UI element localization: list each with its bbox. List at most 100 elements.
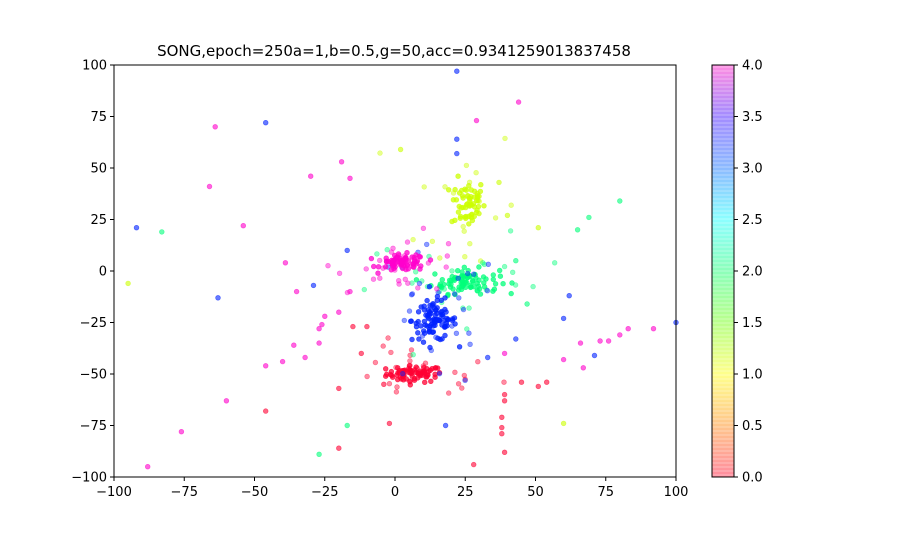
scatter-point: [481, 261, 488, 268]
scatter-point: [480, 260, 486, 266]
scatter-point: [361, 286, 367, 293]
scatter-point: [377, 150, 383, 156]
scatter-point: [560, 356, 567, 363]
scatter-point: [427, 302, 433, 309]
scatter-point: [471, 188, 478, 195]
scatter-point: [454, 68, 460, 74]
scatter-point: [364, 323, 370, 330]
scatter-point: [426, 284, 433, 290]
x-tick-label: −25: [311, 485, 338, 500]
scatter-point: [490, 272, 496, 278]
scatter-point: [426, 324, 432, 330]
scatter-point: [416, 336, 422, 342]
scatter-point: [456, 203, 462, 210]
scatter-point: [363, 266, 369, 272]
scatter-point: [457, 215, 463, 221]
scatter-point: [364, 373, 370, 380]
scatter-point: [350, 323, 356, 330]
scatter-point: [574, 227, 581, 233]
scatter-point: [463, 272, 470, 279]
scatter-point: [371, 263, 377, 270]
scatter-point: [625, 326, 631, 332]
scatter-point: [215, 295, 221, 301]
scatter-point: [524, 301, 530, 307]
scatter-point: [617, 198, 623, 204]
scatter-point: [159, 229, 165, 235]
scatter-point: [316, 451, 322, 457]
scatter-point: [454, 150, 460, 157]
scatter-point: [405, 266, 411, 272]
scatter-point: [388, 249, 395, 255]
scatter-point: [473, 117, 480, 124]
scatter-points: [125, 68, 679, 470]
scatter-point: [449, 323, 455, 329]
scatter-point: [605, 338, 612, 344]
scatter-point: [473, 170, 479, 176]
scatter-point: [388, 349, 394, 356]
scatter-point: [145, 464, 151, 470]
scatter-point: [459, 187, 465, 194]
x-axis: −100 −75 −50 −25 0 25 50 75 100: [96, 477, 688, 500]
plot-background: [114, 65, 676, 477]
scatter-point: [452, 186, 458, 193]
scatter-point: [420, 363, 427, 369]
scatter-point: [439, 277, 445, 283]
scatter-point: [377, 257, 383, 264]
scatter-point: [410, 352, 416, 358]
y-tick-label: 75: [90, 110, 107, 125]
scatter-point: [393, 364, 399, 371]
scatter-point: [467, 284, 474, 291]
scatter-point: [452, 321, 458, 327]
scatter-point: [476, 286, 483, 292]
scatter-point: [470, 278, 476, 284]
scatter-point: [409, 291, 416, 297]
scatter-point: [396, 278, 402, 284]
scatter-point: [481, 280, 487, 286]
scatter-point: [401, 368, 407, 374]
y-tick-label: −75: [80, 419, 107, 434]
scatter-point: [411, 377, 418, 383]
scatter-point: [466, 221, 472, 227]
scatter-point: [455, 275, 461, 281]
scatter-point: [409, 280, 415, 286]
scatter-point: [451, 277, 458, 283]
scatter-point: [383, 255, 389, 261]
scatter-point: [400, 371, 406, 377]
scatter-point: [368, 255, 375, 262]
scatter-point: [462, 377, 468, 384]
scatter-point: [477, 188, 484, 195]
scatter-point: [456, 344, 463, 350]
scatter-point: [463, 213, 469, 220]
y-tick-label: −50: [80, 368, 107, 383]
scatter-point: [455, 287, 462, 293]
scatter-point: [407, 352, 413, 358]
scatter-point: [263, 408, 269, 414]
scatter-point: [393, 389, 400, 395]
scatter-point: [397, 146, 404, 153]
scatter-point: [432, 271, 438, 277]
scatter-point: [396, 281, 402, 287]
y-tick-label: −25: [80, 316, 107, 331]
x-tick-label: −75: [171, 485, 198, 500]
scatter-point: [125, 280, 131, 287]
scatter-point: [432, 371, 438, 377]
scatter-point: [398, 376, 405, 382]
scatter-point: [212, 124, 218, 130]
scatter-point: [455, 268, 461, 274]
scatter-point: [501, 398, 508, 404]
scatter-point: [490, 288, 496, 294]
scatter-point: [463, 201, 470, 208]
scatter-point: [282, 260, 289, 266]
scatter-point: [291, 342, 297, 348]
scatter-point: [302, 354, 308, 361]
scatter-point: [507, 228, 514, 234]
scatter-point: [446, 187, 452, 193]
scatter-point: [370, 276, 377, 282]
scatter-point: [414, 365, 420, 371]
scatter-point: [443, 309, 449, 315]
scatter-point: [460, 306, 467, 313]
scatter-point: [390, 245, 396, 252]
scatter-point: [502, 135, 508, 142]
scatter-point: [426, 309, 433, 315]
